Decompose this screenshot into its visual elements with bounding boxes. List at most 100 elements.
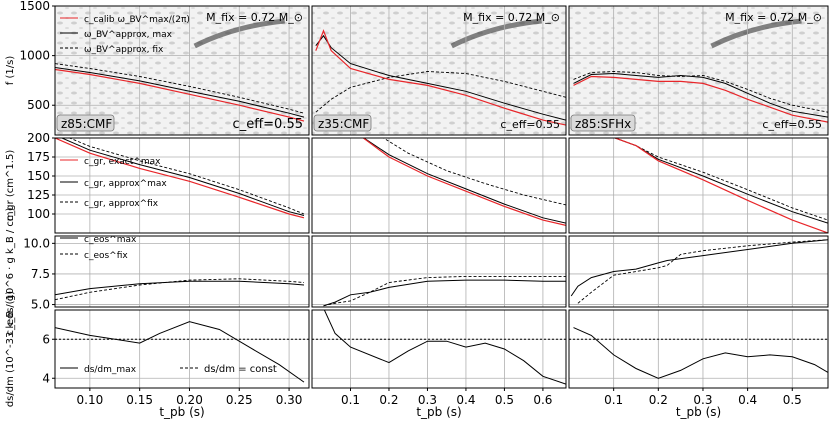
panel-frame	[311, 309, 567, 389]
spectrogram-streak	[450, 18, 542, 49]
series-line-dash	[323, 275, 566, 307]
x-tick-label: 0.1	[604, 393, 623, 407]
series-line-dash	[577, 239, 828, 304]
x-tick-label: 0.1	[341, 393, 360, 407]
panel-z35CMF-cgr	[311, 137, 567, 234]
y-axis-label: f (1/s)	[5, 56, 16, 86]
model-label: z85:CMF	[61, 117, 112, 131]
x-tick-label: 0.3	[418, 393, 437, 407]
spectrogram-streak	[193, 18, 285, 49]
x-axis-label: t_pb (s)	[416, 405, 461, 419]
series-line-black	[323, 310, 566, 385]
x-tick-label: 0.15	[126, 393, 153, 407]
series-line-dash	[382, 138, 566, 206]
x-tick-label: 0.4	[738, 393, 757, 407]
panel-frame	[311, 235, 567, 308]
series-line-red	[573, 75, 828, 123]
panel-frame	[54, 5, 310, 136]
y-tick-label: 200	[27, 131, 50, 145]
series-line-red	[613, 138, 828, 233]
legend-label: ω_BV^approx, max	[84, 30, 173, 40]
panel-z85SFHx-dsdm: 0.1 0.2 0.3 0.4 0.5	[568, 309, 829, 407]
x-tick-label: 0.2	[649, 393, 668, 407]
panel-frame	[311, 137, 567, 234]
model-label: z35:CMF	[318, 117, 369, 131]
panel-z85CMF-cgr: 100 125 150 175 200	[27, 131, 310, 234]
panel-z85CMF-dsdm: 4 6 0.10 0.15 0.20 0.25 0.30	[42, 309, 310, 407]
series-line-dash	[68, 138, 305, 215]
series-line-black	[323, 279, 566, 307]
spectrogram-heatmap	[312, 6, 566, 135]
series-line-dash	[573, 71, 828, 113]
panel-z85SFHx-cgr	[568, 137, 829, 234]
series-line-black	[55, 67, 305, 118]
panel-z85CMF-freq: 500 1000 1500 M_fix = 0.72 M_⊙ z85:CMF c_eff=…	[19, 0, 310, 136]
y-axis-label: c_eos (10^6 · g k_B / cm)	[5, 207, 16, 335]
y-tick-label: 150	[27, 169, 50, 183]
model-label-box	[313, 114, 372, 132]
model-label-box	[570, 114, 636, 132]
series-line-black	[55, 321, 305, 383]
panel-frame	[568, 5, 829, 136]
series-line-black	[60, 138, 305, 216]
y-tick-label: 175	[27, 150, 50, 164]
series-line-black	[573, 72, 828, 118]
series-line-black	[573, 327, 828, 379]
legend-label: c_gr, approx^max	[84, 179, 167, 189]
series-line-red	[55, 68, 305, 122]
y-tick-label: 125	[27, 188, 50, 202]
y-tick-label: 4	[42, 371, 50, 385]
series-line-dash	[55, 278, 305, 301]
y-axis-label: c_gr (cm^1.5)	[5, 150, 16, 222]
y-axis-label: ds/dm (10^-33 k_B / g)	[5, 291, 16, 407]
x-tick-label: 0.5	[783, 393, 802, 407]
panel-frame	[54, 309, 310, 389]
y-tick-label: 500	[27, 98, 50, 112]
y-tick-label: 100	[27, 207, 50, 221]
series-line-black	[363, 138, 566, 224]
y-tick-label: 1500	[19, 0, 50, 13]
series-line-dash	[613, 138, 828, 221]
legend-label: ω_BV^approx, fix	[84, 45, 164, 55]
series-line-red	[315, 29, 566, 126]
x-tick-label: 0.4	[456, 393, 475, 407]
series-line-black	[570, 239, 828, 297]
legend-label: ds/dm_max	[84, 365, 137, 375]
series-line-dash	[315, 71, 566, 113]
panel-frame	[311, 5, 567, 136]
x-axis-label: t_pb (s)	[159, 405, 204, 419]
panel-z35CMF-ceos	[311, 235, 567, 308]
y-tick-label: 5.0	[31, 298, 50, 312]
panel-frame	[54, 137, 310, 234]
spectrogram-heatmap	[569, 6, 828, 135]
legend-label: c_gr, approx^fix	[84, 199, 159, 209]
model-label-box	[56, 114, 115, 132]
x-tick-label: 0.30	[276, 393, 303, 407]
panel-frame	[54, 235, 310, 308]
panel-z85SFHx-freq: M_fix = 0.72 M_⊙ z85:SFHx c_eff=0.55	[568, 5, 829, 136]
legend-label: c_eos^max	[84, 235, 137, 245]
legend-label: c_gr, exact^max	[84, 157, 161, 167]
spectrogram-heatmap	[55, 6, 309, 135]
legend-label: c_eos^fix	[84, 251, 128, 261]
panel-frame	[568, 235, 829, 308]
x-tick-label: 0.6	[533, 393, 552, 407]
spectrogram-streak	[710, 18, 802, 49]
panel-z85CMF-ceos: 5.0 7.5 10.0	[23, 235, 310, 312]
x-axis-label: t_pb (s)	[676, 405, 721, 419]
panel-z35CMF-freq: M_fix = 0.72 M_⊙ z35:CMF c_eff=0.55	[311, 5, 567, 136]
x-tick-label: 0.20	[176, 393, 203, 407]
series-line-red	[362, 138, 566, 226]
model-label: z85:SFHx	[575, 117, 631, 131]
x-tick-label: 0.10	[77, 393, 104, 407]
x-tick-label: 0.5	[495, 393, 514, 407]
ceff-label: c_eff=0.55	[762, 118, 822, 131]
y-tick-label: 6	[42, 332, 50, 346]
ceff-label: c_eff=0.55	[500, 118, 560, 131]
y-tick-label: 10.0	[23, 236, 50, 250]
panel-z85SFHx-ceos	[568, 235, 829, 308]
panel-frame	[568, 137, 829, 234]
ceff-label: c_eff=0.55	[233, 117, 303, 132]
x-tick-label: 0.2	[379, 393, 398, 407]
